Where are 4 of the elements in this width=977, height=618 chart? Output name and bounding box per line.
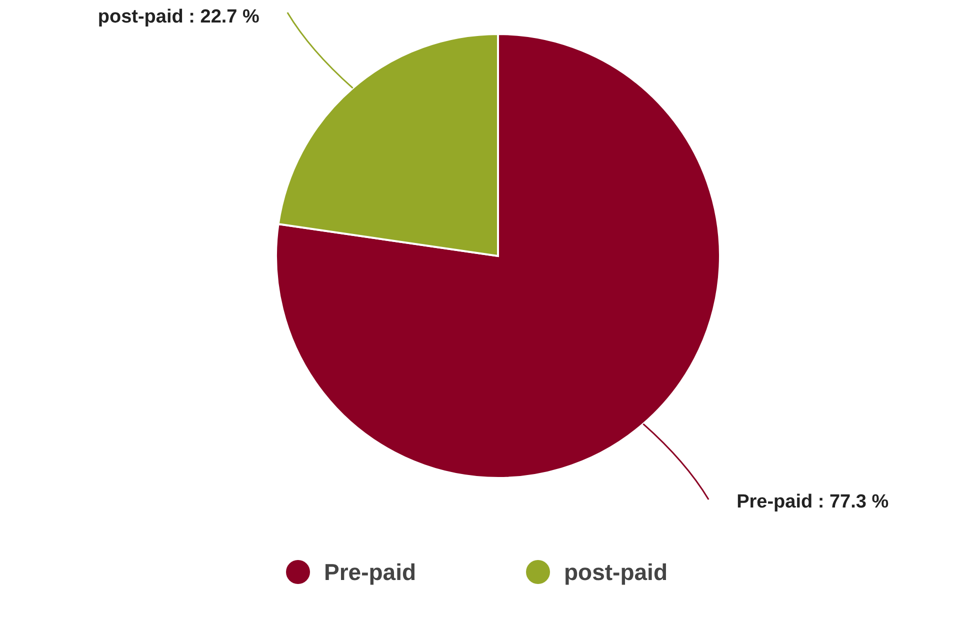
data-label: post-paid : 22.7 % <box>98 6 260 28</box>
legend-label: Pre-paid <box>324 559 416 585</box>
legend-label: post-paid <box>564 559 668 585</box>
data-label: Pre-paid : 77.3 % <box>736 491 889 512</box>
